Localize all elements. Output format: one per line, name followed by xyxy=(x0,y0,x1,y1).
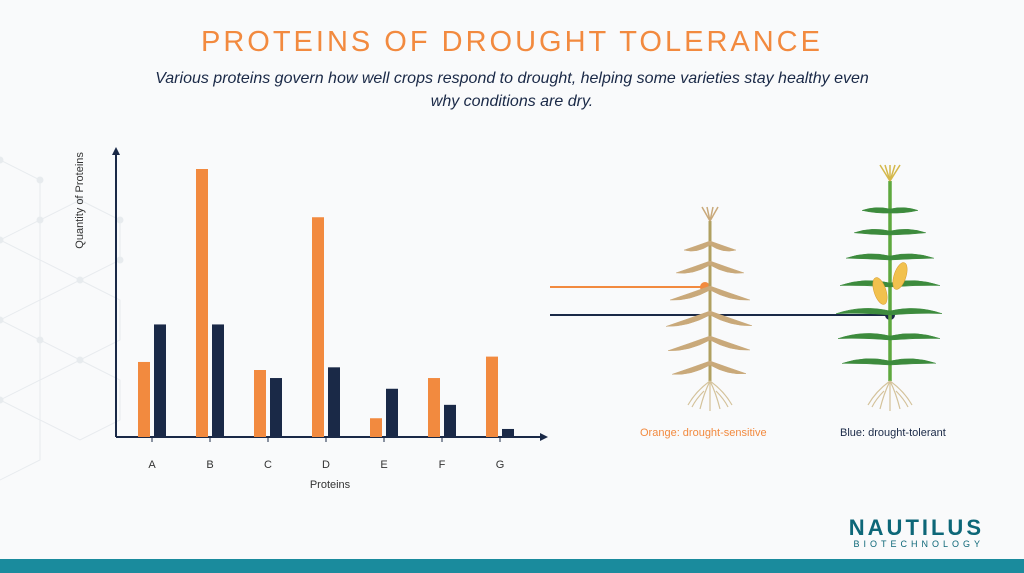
chart-category-label: B xyxy=(206,459,213,471)
page-subtitle: Various proteins govern how well crops r… xyxy=(152,67,872,113)
chart-category-label: A xyxy=(148,459,155,471)
drought-sensitive-plant-icon xyxy=(650,191,770,421)
protein-bar-chart: Quantity of Proteins ABCDEFG Proteins xyxy=(110,137,550,457)
tolerant-legend-label: Blue: drought-tolerant xyxy=(840,427,946,439)
chart-x-axis-label: Proteins xyxy=(310,479,350,491)
chart-y-axis-label: Quantity of Proteins xyxy=(74,152,86,249)
chart-category-label: D xyxy=(322,459,330,471)
chart-category-label: G xyxy=(496,459,505,471)
sensitive-legend-label: Orange: drought-sensitive xyxy=(640,427,767,439)
chart-category-label: C xyxy=(264,459,272,471)
chart-category-label: F xyxy=(439,459,446,471)
page-title: PROTEINS OF DROUGHT TOLERANCE xyxy=(0,26,1024,59)
drought-tolerant-plant-icon xyxy=(820,161,960,421)
footer-accent-bar xyxy=(0,559,1024,573)
logo-main-text: NAUTILUS xyxy=(849,515,984,541)
plant-illustrations: Orange: drought-sensitive Blue: drought-… xyxy=(550,137,984,457)
logo-sub-text: BIOTECHNOLOGY xyxy=(849,539,984,549)
chart-canvas xyxy=(110,137,550,457)
chart-category-label: E xyxy=(380,459,387,471)
nautilus-logo: NAUTILUS BIOTECHNOLOGY xyxy=(849,515,984,549)
